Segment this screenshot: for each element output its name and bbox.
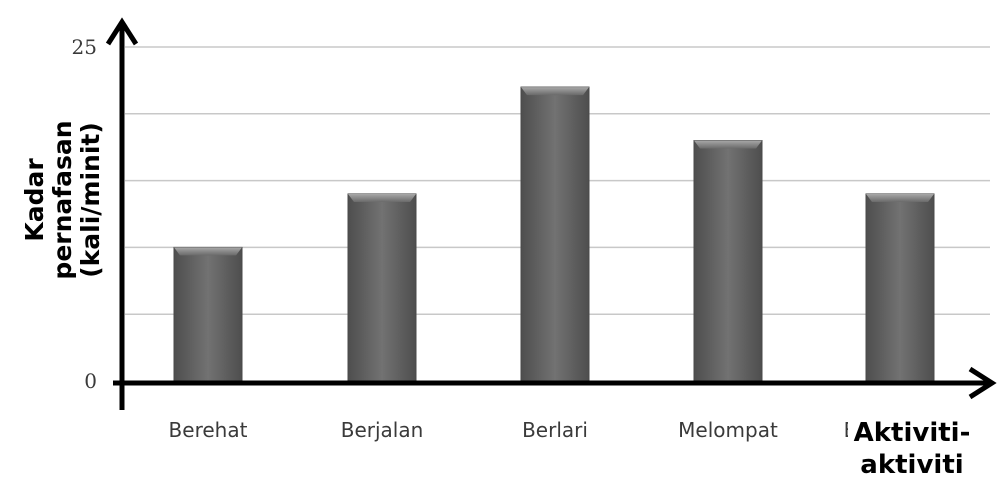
bar-bevel [694,140,762,149]
bar-bevel [174,247,242,256]
bar [347,193,417,382]
x-category-label: Melompat [678,418,778,442]
x-axis-title-2: aktiviti [860,450,963,478]
y-axis-title-2: pernafasan [48,120,77,279]
y-axis-arrow-icon [105,17,139,46]
y-tick-label: 0 [84,369,97,393]
bar-body [347,193,417,382]
y-tick-labels: 0 25 [72,35,97,393]
bar [173,246,243,382]
bars [173,86,935,382]
bar-body [693,140,763,382]
bar-bevel [866,193,934,202]
x-category-label: Berehat [169,418,248,442]
bar-bevel [348,193,416,202]
bar-body [865,193,935,382]
y-axis-title: Kadar [20,158,49,242]
y-axis-title-3: (kali/minit) [76,122,105,278]
x-axis-title-backdrop [848,412,978,478]
y-tick-label: 25 [72,35,97,59]
bar-body [520,86,590,382]
bar [520,86,590,382]
x-category-labels: BerehatBerjalanBerlariMelompatE [169,418,857,442]
bar-bevel [521,87,589,96]
x-axis-title-line-1: Aktiviti- [854,418,971,448]
y-axis-title-line-2: pernafasan [48,120,77,279]
x-axis-title-line-2: aktiviti [860,450,963,478]
y-axis-title-line-3: (kali/minit) [76,122,105,278]
bar [693,140,763,382]
y-axis-title-line-1: Kadar [20,158,49,242]
bar [865,193,935,382]
bar-body [173,246,243,382]
x-axis-arrow-icon [968,366,997,400]
x-axis-title: Aktiviti- [854,418,971,448]
x-category-label: Berjalan [341,418,424,442]
x-category-label: Berlari [522,418,588,442]
